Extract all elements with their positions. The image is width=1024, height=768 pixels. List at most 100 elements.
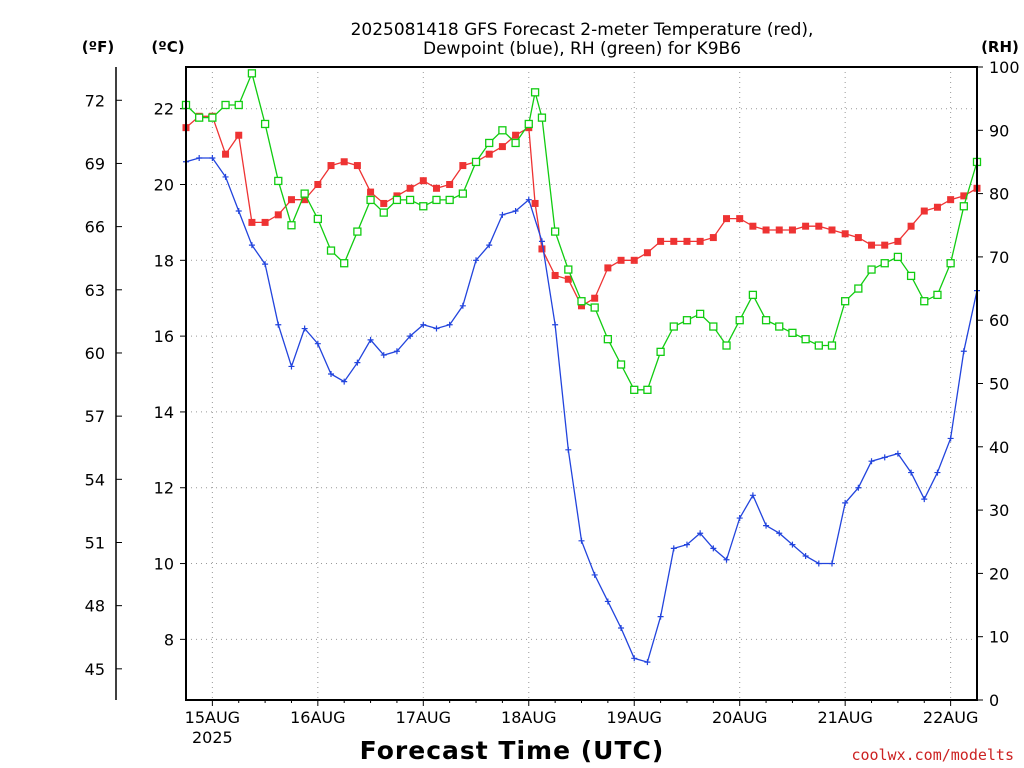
dewpoint-marker [802, 552, 809, 559]
dewpoint-marker [486, 242, 493, 249]
dewpoint-marker [815, 560, 822, 567]
rh-marker [221, 100, 230, 110]
rh-marker [419, 202, 428, 211]
temperature-marker [578, 302, 585, 310]
rh-marker [630, 385, 639, 394]
dewpoint-marker [908, 469, 915, 476]
temperature-marker [551, 271, 559, 279]
temperature-marker [868, 241, 876, 249]
temperature-marker [736, 215, 744, 223]
temperature-marker [920, 207, 928, 215]
temperature-marker [762, 226, 770, 234]
rh-marker [550, 227, 560, 236]
dewpoint-marker [367, 336, 374, 343]
dewpoint-marker [459, 302, 466, 309]
fahrenheit-tick-label: 45 [85, 660, 105, 679]
rh-marker [340, 259, 349, 268]
dewpoint-marker [328, 371, 335, 378]
fahrenheit-tick-label: 51 [85, 533, 105, 552]
temperature-marker [531, 199, 539, 207]
dewpoint-marker [552, 321, 559, 328]
temperature-marker [643, 249, 651, 257]
dewpoint-marker [881, 454, 888, 461]
temperature-marker [485, 150, 493, 158]
temperature-marker [274, 211, 282, 219]
celsius-tick-label: 18 [154, 251, 174, 270]
rh-marker [946, 259, 955, 268]
dewpoint-marker [538, 238, 545, 245]
temperature-marker [419, 177, 427, 185]
dewpoint-marker [736, 515, 743, 522]
celsius-tick-label: 22 [154, 100, 174, 119]
rh-marker [735, 316, 744, 325]
rh-marker [854, 284, 863, 293]
temperature-marker [907, 222, 915, 230]
dewpoint-marker [222, 173, 229, 180]
rh-marker [300, 189, 309, 198]
x-tick-sublabel: 2025 [192, 728, 233, 747]
rh-tick-label: 90 [989, 121, 1009, 140]
rh-marker [814, 341, 823, 350]
dewpoint-marker [828, 560, 835, 567]
temperature-marker [617, 256, 625, 264]
temperature-marker [788, 226, 796, 234]
grid [186, 67, 977, 700]
temperature-marker [841, 230, 849, 238]
dewpoint-marker [473, 257, 480, 264]
dewpoint-marker [842, 499, 849, 506]
temperature-line [185, 115, 978, 307]
dewpoint-marker [644, 659, 651, 666]
fahrenheit-tick-label: 54 [85, 470, 105, 489]
rh-marker [313, 214, 322, 224]
rh-marker [893, 252, 903, 262]
temperature-marker [222, 150, 230, 158]
rh-marker [827, 341, 837, 350]
celsius-tick-label: 10 [154, 555, 174, 574]
rh-marker [537, 113, 547, 122]
dewpoint-marker [512, 208, 519, 215]
temperature-marker [802, 222, 810, 230]
rh-marker [603, 335, 613, 344]
rh-marker [867, 265, 876, 274]
temperature-marker [657, 237, 665, 245]
temperature-marker [670, 237, 678, 245]
dewpoint-marker [578, 537, 585, 544]
dewpoint-marker [868, 458, 875, 465]
rh-marker [208, 113, 217, 122]
rh-marker [590, 303, 599, 312]
rh-tick-label: 100 [989, 58, 1020, 77]
celsius-tick-label: 16 [154, 327, 174, 346]
temperature-marker [696, 237, 704, 245]
dewpoint-marker [565, 446, 572, 453]
dewpoint-marker [314, 340, 321, 347]
rh-marker [458, 189, 468, 198]
temperature-marker [683, 237, 691, 245]
plot-frame [185, 66, 978, 701]
dewpoint-marker [446, 321, 453, 328]
dewpoint-marker [710, 545, 717, 552]
temperature-marker [301, 196, 309, 204]
temperature-marker [261, 218, 269, 226]
dewpoint-marker [301, 325, 308, 332]
rh-marker [616, 360, 626, 369]
rh-marker [234, 100, 243, 110]
celsius-unit-label: (ºC) [151, 38, 184, 56]
rh-marker [761, 316, 771, 325]
temperature-marker [314, 181, 322, 189]
fahrenheit-tick-label: 72 [85, 91, 105, 110]
temperature-marker [248, 218, 256, 226]
temperature-marker [854, 234, 862, 242]
rh-tick-label: 10 [989, 628, 1009, 647]
temperature-marker [881, 241, 889, 249]
dewpoint-marker [248, 242, 255, 249]
dewpoint-marker [196, 154, 203, 161]
rh-marker [247, 69, 257, 78]
temperature-marker [828, 226, 836, 234]
rh-marker [353, 227, 362, 236]
dewpoint-marker [420, 321, 427, 328]
dewpoint-marker [697, 530, 704, 537]
rh-marker [432, 195, 441, 205]
temperature-marker [327, 162, 335, 170]
